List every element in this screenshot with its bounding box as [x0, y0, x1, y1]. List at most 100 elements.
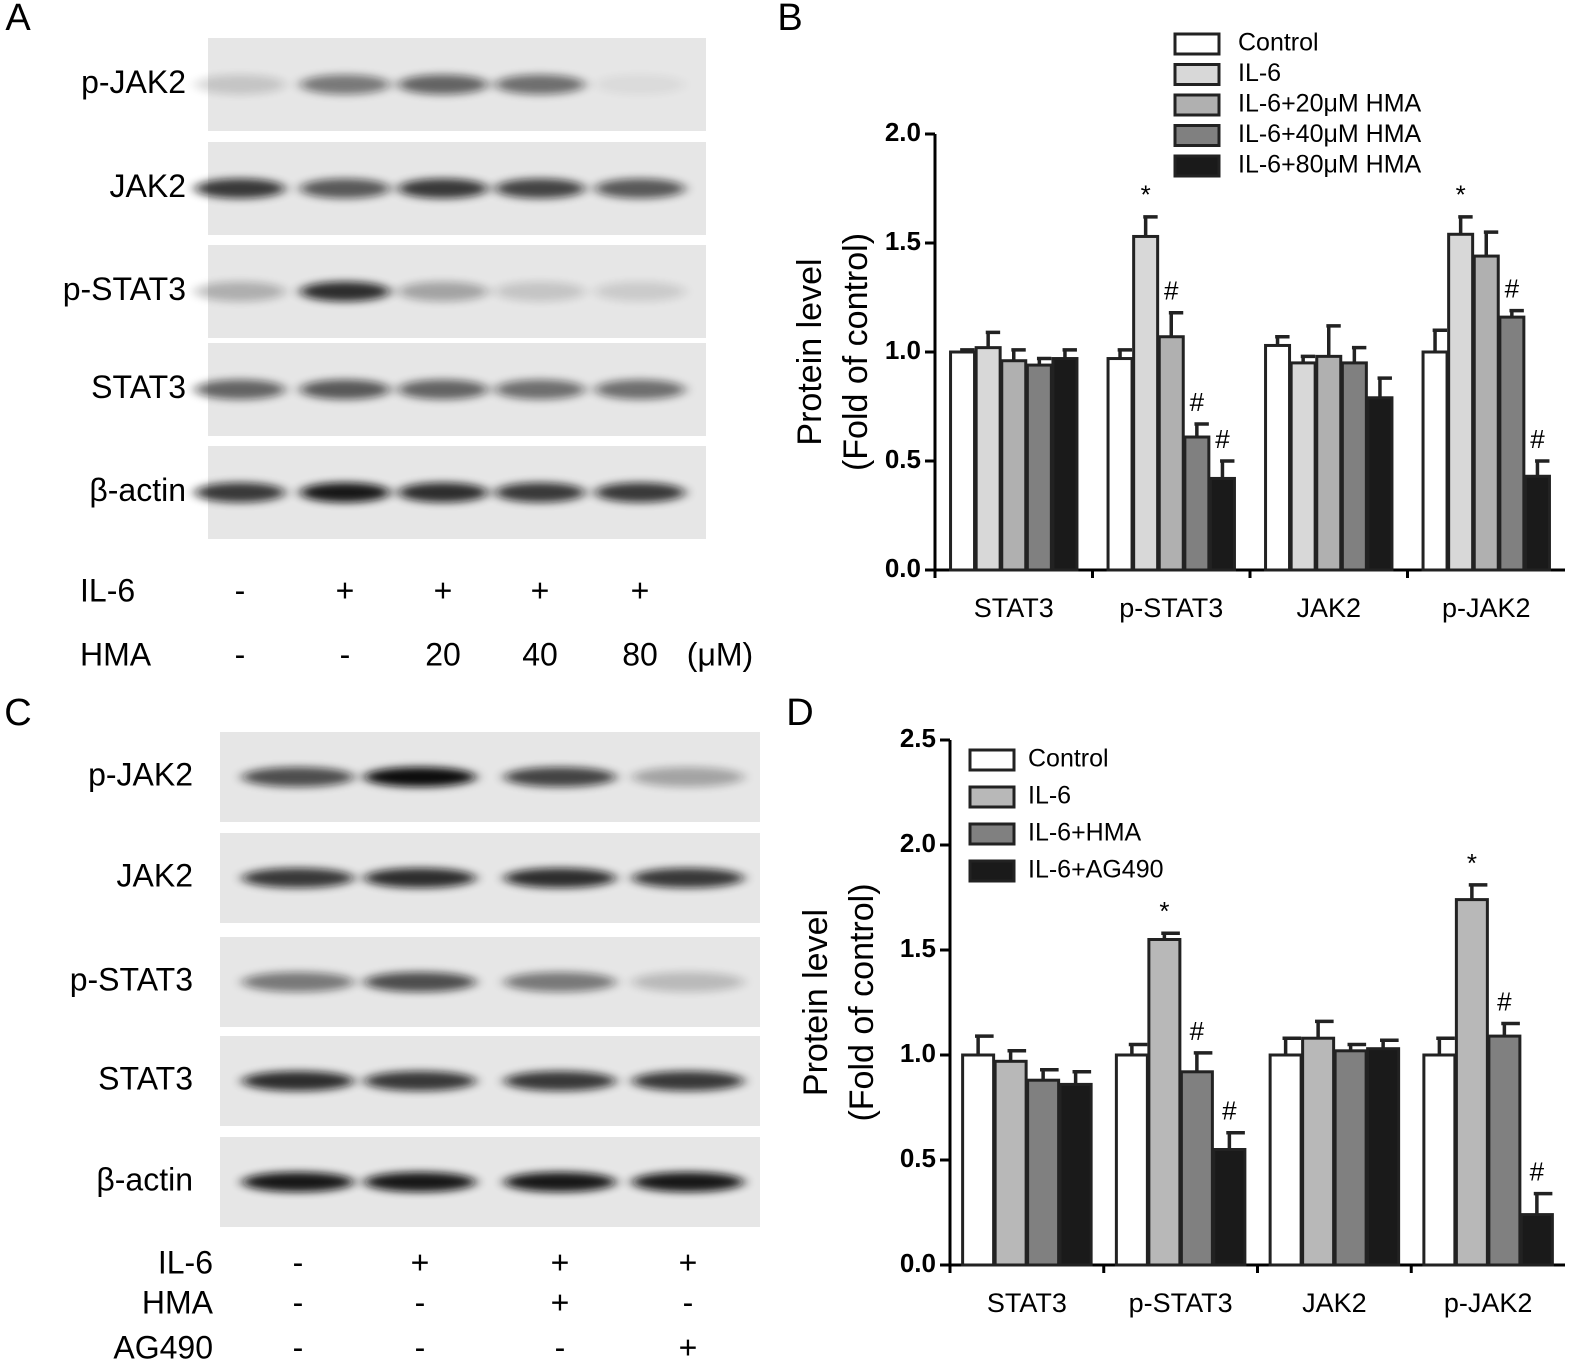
- bar: [1183, 435, 1211, 572]
- legend-swatch: [968, 785, 1016, 809]
- significance-mark: #: [1530, 424, 1545, 454]
- bar: [1519, 1213, 1554, 1267]
- legend-label: IL-6+HMA: [1028, 819, 1142, 847]
- x-tick-label: STAT3: [974, 593, 1054, 623]
- error-bar: [1168, 311, 1184, 337]
- blot-band: [632, 767, 744, 787]
- blot-band: [632, 972, 744, 992]
- treatment-value: -: [235, 636, 246, 672]
- significance-mark: #: [1497, 986, 1512, 1016]
- bar: [1366, 1047, 1401, 1267]
- blot-band: [632, 1071, 744, 1091]
- x-tick-label: STAT3: [987, 1288, 1067, 1318]
- blot-band: [242, 767, 354, 787]
- significance-mark: #: [1215, 424, 1230, 454]
- blot-band: [595, 482, 685, 503]
- error-bar: [1300, 354, 1316, 363]
- blot-band: [504, 767, 616, 787]
- panel-letter: C: [4, 692, 31, 734]
- y-tick-label: 2.5: [900, 723, 936, 753]
- significance-mark: #: [1190, 1016, 1205, 1046]
- bar: [1289, 361, 1317, 572]
- legend-label: IL-6+20μM HMA: [1238, 90, 1422, 118]
- error-bar: [1036, 356, 1052, 366]
- bar: [1422, 1053, 1457, 1267]
- blot-band: [242, 868, 354, 888]
- error-bar: [1535, 459, 1550, 477]
- error-bar: [1377, 376, 1392, 398]
- error-bar: [1458, 215, 1473, 235]
- blot-label: β-actin: [96, 1161, 193, 1197]
- bar: [1472, 254, 1500, 572]
- y-tick-label: 1.5: [885, 226, 921, 256]
- treatment-value: 20: [425, 636, 461, 672]
- significance-mark: #: [1505, 273, 1520, 303]
- legend-swatch: [1173, 124, 1221, 147]
- panel-letter: B: [777, 0, 802, 39]
- blot-band: [504, 1172, 616, 1192]
- bar: [1523, 474, 1551, 572]
- blot-band: [398, 178, 488, 199]
- treatment-value: -: [293, 1329, 304, 1365]
- treatment-value: +: [434, 572, 453, 608]
- error-bar: [1143, 215, 1158, 237]
- blot-label: β-actin: [89, 472, 186, 508]
- y-axis-label: (Fold of control): [837, 233, 875, 471]
- error-bar: [1509, 308, 1524, 318]
- treatment-value: +: [679, 1329, 698, 1365]
- bar: [1447, 232, 1475, 572]
- blot-band: [195, 482, 285, 503]
- error-bar: [1161, 931, 1180, 940]
- treatment-value: 40: [522, 636, 558, 672]
- error-bar: [1282, 1036, 1302, 1055]
- error-bar: [1220, 459, 1235, 479]
- treatment-value: +: [679, 1244, 698, 1280]
- treatment-value: -: [340, 636, 351, 672]
- significance-mark: *: [1467, 848, 1477, 878]
- panel-letter: A: [5, 0, 31, 39]
- y-tick-label: 0.5: [885, 444, 921, 474]
- error-bar: [1011, 348, 1026, 361]
- legend-label: IL-6+AG490: [1028, 856, 1164, 884]
- treatment-value: -: [293, 1244, 304, 1280]
- legend-label: IL-6+80μM HMA: [1238, 151, 1422, 179]
- blot-band: [595, 178, 685, 199]
- error-bar: [1468, 883, 1488, 900]
- blot-band: [300, 482, 390, 503]
- bar: [961, 1053, 996, 1267]
- x-tick-label: JAK2: [1296, 593, 1361, 623]
- bar: [1301, 1036, 1336, 1267]
- blot-label: STAT3: [91, 369, 186, 405]
- blot-band: [398, 482, 488, 503]
- treatment-value: -: [235, 572, 246, 608]
- blot-band: [495, 74, 585, 95]
- treatment-value: +: [531, 572, 550, 608]
- error-bar: [985, 330, 1001, 348]
- error-bar: [975, 1034, 994, 1055]
- bar: [1498, 315, 1526, 572]
- legend-swatch: [1173, 93, 1221, 117]
- blot-band: [242, 1071, 354, 1091]
- bar: [1157, 335, 1185, 572]
- panel-letter: D: [786, 692, 813, 734]
- blot-label: JAK2: [117, 857, 193, 893]
- blot-band: [595, 379, 685, 400]
- blot-label: p-STAT3: [70, 961, 193, 997]
- treatment-value: +: [336, 572, 355, 608]
- y-axis-label: Protein level: [797, 909, 835, 1096]
- blot-band: [300, 178, 390, 199]
- blot-band: [364, 868, 476, 888]
- blot-band: [495, 281, 585, 302]
- legend-swatch: [1173, 63, 1221, 86]
- blot-label: p-JAK2: [81, 64, 186, 100]
- blot-band: [242, 972, 354, 992]
- significance-mark: #: [1530, 1156, 1545, 1186]
- error-bar: [1483, 230, 1499, 257]
- bar: [949, 350, 977, 572]
- treatment-label: IL-6: [80, 572, 135, 608]
- error-bar: [1226, 1130, 1245, 1150]
- y-tick-label: 0.0: [900, 1248, 936, 1278]
- blot-band: [398, 74, 488, 95]
- error-bar: [1194, 422, 1209, 438]
